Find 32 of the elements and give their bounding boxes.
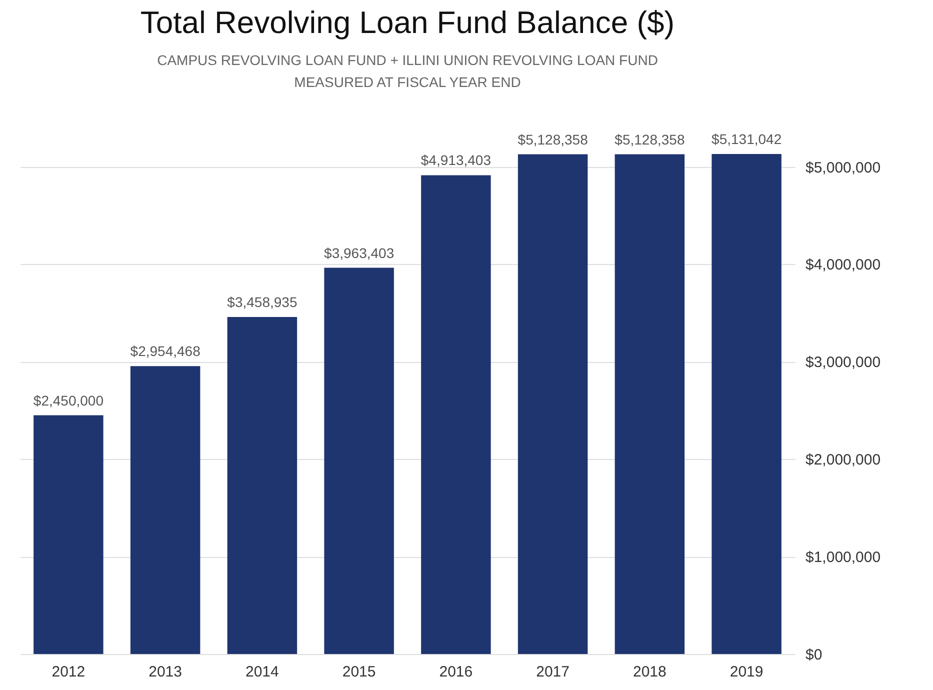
bar [712, 154, 782, 654]
data-label: $3,458,935 [227, 294, 298, 310]
y-tick-label: $0 [806, 646, 822, 664]
chart-title: Total Revolving Loan Fund Balance ($) [140, 5, 675, 40]
bar [614, 154, 685, 654]
x-tick-label: 2015 [342, 664, 376, 680]
x-tick-label: 2019 [730, 664, 764, 680]
y-tick-label: $4,000,000 [806, 256, 881, 274]
y-tick-label: $5,000,000 [806, 159, 881, 176]
x-tick-label: 2013 [148, 664, 182, 680]
data-label: $5,131,042 [712, 131, 782, 147]
bar [421, 175, 491, 654]
data-label: $5,128,358 [518, 131, 588, 148]
data-label: $5,128,358 [614, 131, 685, 148]
data-label: $3,963,403 [324, 244, 394, 261]
chart-subtitle: CAMPUS REVOLVING LOAN FUND + ILLINI UNION REVOLVING LOAN FUND MEASURED AT FISCAL YEAR END [157, 52, 658, 90]
y-tick-label: $1,000,000 [806, 549, 881, 566]
bar [227, 316, 298, 654]
data-label: $2,954,468 [130, 343, 201, 360]
bar [34, 415, 104, 654]
x-tick-label: 2018 [633, 664, 666, 680]
bar [518, 154, 588, 654]
bar [324, 268, 394, 654]
bar [130, 366, 200, 654]
y-tick-label: $2,000,000 [806, 452, 881, 469]
data-label: $4,913,403 [420, 152, 492, 168]
x-tick-label: 2014 [246, 664, 279, 680]
x-tick-label: 2017 [536, 664, 570, 680]
x-tick-label: 2012 [52, 664, 86, 680]
data-label: $2,450,000 [33, 392, 104, 408]
x-tick-label: 2016 [439, 664, 473, 680]
y-tick-label: $3,000,000 [806, 354, 881, 372]
